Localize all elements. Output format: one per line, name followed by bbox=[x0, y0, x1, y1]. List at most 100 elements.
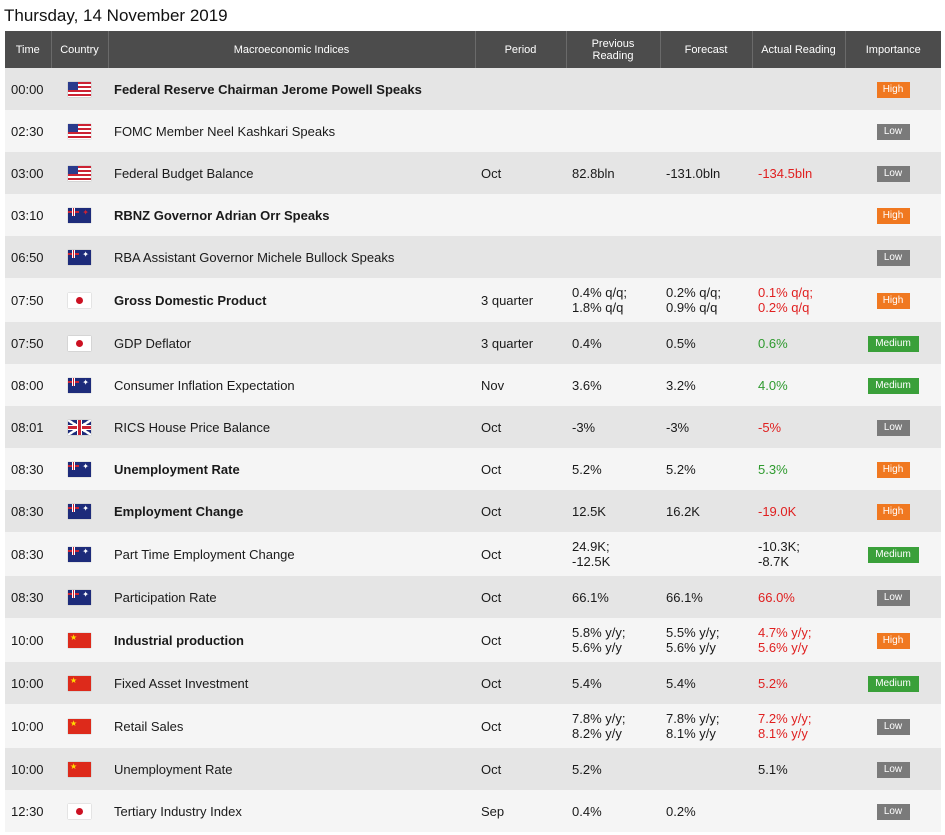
importance-badge: High bbox=[876, 462, 910, 478]
header-previous: Previous Reading bbox=[565, 31, 660, 68]
importance-cell: High bbox=[845, 618, 941, 662]
event-name: Employment Change bbox=[114, 503, 244, 519]
table-row[interactable]: 02:30 FOMC Member Neel Kashkari Speaks Low bbox=[5, 110, 941, 152]
event-time: 10:00 bbox=[11, 632, 44, 648]
importance-badge: Low bbox=[876, 420, 910, 436]
table-row[interactable]: 08:00 Consumer Inflation Expectation Nov 3.… bbox=[5, 364, 941, 406]
forecast-cell bbox=[660, 110, 752, 152]
previous-cell: 66.1% bbox=[566, 576, 660, 618]
period-cell: Oct bbox=[475, 576, 566, 618]
previous-cell: 0.4% bbox=[566, 790, 660, 832]
event-time: 08:30 bbox=[11, 546, 44, 562]
event-name: Fixed Asset Investment bbox=[114, 675, 249, 691]
actual-cell bbox=[752, 790, 845, 832]
period-cell: 3 quarter bbox=[475, 278, 566, 322]
table-row[interactable]: 07:50 Gross Domestic Product 3 quarter 0.4%… bbox=[5, 278, 941, 322]
period-cell: Oct bbox=[475, 406, 566, 448]
forecast-value: 3.2% bbox=[666, 377, 696, 393]
previous-cell: 0.4% bbox=[566, 322, 660, 364]
time-cell: 08:00 bbox=[5, 364, 51, 406]
previous-cell: 5.8% y/y; 5.6% y/y bbox=[566, 618, 660, 662]
previous-reading: 82.8bln bbox=[572, 165, 615, 181]
importance-badge: Medium bbox=[867, 547, 919, 563]
period-cell: 3 quarter bbox=[475, 322, 566, 364]
importance-cell: Medium bbox=[845, 364, 941, 406]
jp-flag-icon bbox=[68, 804, 91, 820]
actual-cell: 7.2% y/y; 8.1% y/y bbox=[752, 704, 845, 748]
importance-cell: Low bbox=[845, 790, 941, 832]
table-row[interactable]: 00:00 Federal Reserve Chairman Jerome Pow… bbox=[5, 68, 941, 110]
actual-cell: -19.0K bbox=[752, 490, 845, 532]
table-row[interactable]: 08:30 Part Time Employment Change Oct 24.9K… bbox=[5, 532, 941, 576]
previous-cell: -3% bbox=[566, 406, 660, 448]
actual-reading: -134.5bln bbox=[758, 165, 813, 181]
time-cell: 10:00 bbox=[5, 662, 51, 704]
forecast-cell: 0.2% q/q; 0.9% q/q bbox=[660, 278, 752, 322]
event-cell: Employment Change bbox=[108, 490, 475, 532]
previous-reading: 24.9K; -12.5K bbox=[572, 539, 611, 569]
forecast-cell bbox=[660, 68, 752, 110]
actual-cell: 4.0% bbox=[752, 364, 845, 406]
table-row[interactable]: 10:00 Unemployment Rate Oct 5.2% 5.1% Low bbox=[5, 748, 941, 790]
event-period: Oct bbox=[481, 589, 502, 605]
actual-cell: 5.3% bbox=[752, 448, 845, 490]
event-time: 00:00 bbox=[11, 81, 44, 97]
event-time: 08:30 bbox=[11, 589, 44, 605]
table-row[interactable]: 06:50 RBA Assistant Governor Michele Bull… bbox=[5, 236, 941, 278]
importance-cell: Low bbox=[845, 576, 941, 618]
event-time: 02:30 bbox=[11, 123, 44, 139]
table-row[interactable]: 03:00 Federal Budget Balance Oct 82.8bln -13… bbox=[5, 152, 941, 194]
period-cell: Oct bbox=[475, 618, 566, 662]
event-time: 08:00 bbox=[11, 377, 44, 393]
header-importance: Importance bbox=[844, 31, 941, 68]
previous-reading: 12.5K bbox=[572, 503, 606, 519]
actual-reading: -10.3K; -8.7K bbox=[758, 539, 800, 569]
forecast-value: 0.2% q/q; 0.9% q/q bbox=[666, 285, 721, 315]
cn-flag-icon bbox=[68, 762, 91, 778]
previous-cell: 5.4% bbox=[566, 662, 660, 704]
event-name: Federal Reserve Chairman Jerome Powell S… bbox=[114, 81, 422, 97]
actual-reading: 4.7% y/y; 5.6% y/y bbox=[758, 625, 812, 655]
event-name: FOMC Member Neel Kashkari Speaks bbox=[114, 123, 336, 139]
table-row[interactable]: 10:00 Fixed Asset Investment Oct 5.4% 5.4% 5.… bbox=[5, 662, 941, 704]
event-time: 12:30 bbox=[11, 803, 44, 819]
time-cell: 08:30 bbox=[5, 576, 51, 618]
table-row[interactable]: 10:00 Retail Sales Oct 7.8% y/y;8.2% y/y 7.8… bbox=[5, 704, 941, 748]
period-cell: Oct bbox=[475, 662, 566, 704]
importance-cell: Low bbox=[845, 748, 941, 790]
country-cell bbox=[51, 406, 108, 448]
event-name: Unemployment Rate bbox=[114, 761, 233, 777]
cn-flag-icon bbox=[68, 719, 91, 735]
header-country: Country bbox=[50, 31, 108, 68]
time-cell: 02:30 bbox=[5, 110, 51, 152]
header-time: Time bbox=[5, 31, 51, 68]
table-row[interactable]: 08:01 RICS House Price Balance Oct -3% -3% -5… bbox=[5, 406, 941, 448]
header-indices: Macroeconomic Indices bbox=[107, 31, 475, 68]
previous-cell bbox=[566, 194, 660, 236]
table-row[interactable]: 08:30 Unemployment Rate Oct 5.2% 5.2% 5.3% Hig… bbox=[5, 448, 941, 490]
importance-badge: Low bbox=[876, 719, 910, 735]
jp-flag-icon bbox=[68, 293, 91, 309]
country-cell bbox=[51, 278, 108, 322]
event-name: RICS House Price Balance bbox=[114, 419, 271, 435]
event-period: Oct bbox=[481, 503, 502, 519]
table-row[interactable]: 07:50 GDP Deflator 3 quarter 0.4% 0.5% 0.6% Me… bbox=[5, 322, 941, 364]
time-cell: 08:30 bbox=[5, 490, 51, 532]
table-row[interactable]: 03:10 RBNZ Governor Adrian Orr Speaks High bbox=[5, 194, 941, 236]
event-cell: Federal Budget Balance bbox=[108, 152, 475, 194]
table-row[interactable]: 12:30 Tertiary Industry Index Sep 0.4% 0.2% L… bbox=[5, 790, 941, 832]
event-name: Unemployment Rate bbox=[114, 461, 240, 477]
table-row[interactable]: 10:00 Industrial production Oct 5.8% y/y;5.… bbox=[5, 618, 941, 662]
period-cell: Nov bbox=[475, 364, 566, 406]
previous-cell: 24.9K; -12.5K bbox=[566, 532, 660, 576]
us-flag-icon bbox=[68, 124, 91, 140]
au-flag-icon bbox=[68, 250, 91, 266]
event-time: 10:00 bbox=[11, 718, 44, 734]
table-row[interactable]: 08:30 Participation Rate Oct 66.1% 66.1% 66.0… bbox=[5, 576, 941, 618]
event-cell: Part Time Employment Change bbox=[108, 532, 475, 576]
country-cell bbox=[51, 364, 108, 406]
forecast-cell: 0.5% bbox=[660, 322, 752, 364]
table-row[interactable]: 08:30 Employment Change Oct 12.5K 16.2K -19.0… bbox=[5, 490, 941, 532]
country-cell bbox=[51, 110, 108, 152]
event-cell: Consumer Inflation Expectation bbox=[108, 364, 475, 406]
